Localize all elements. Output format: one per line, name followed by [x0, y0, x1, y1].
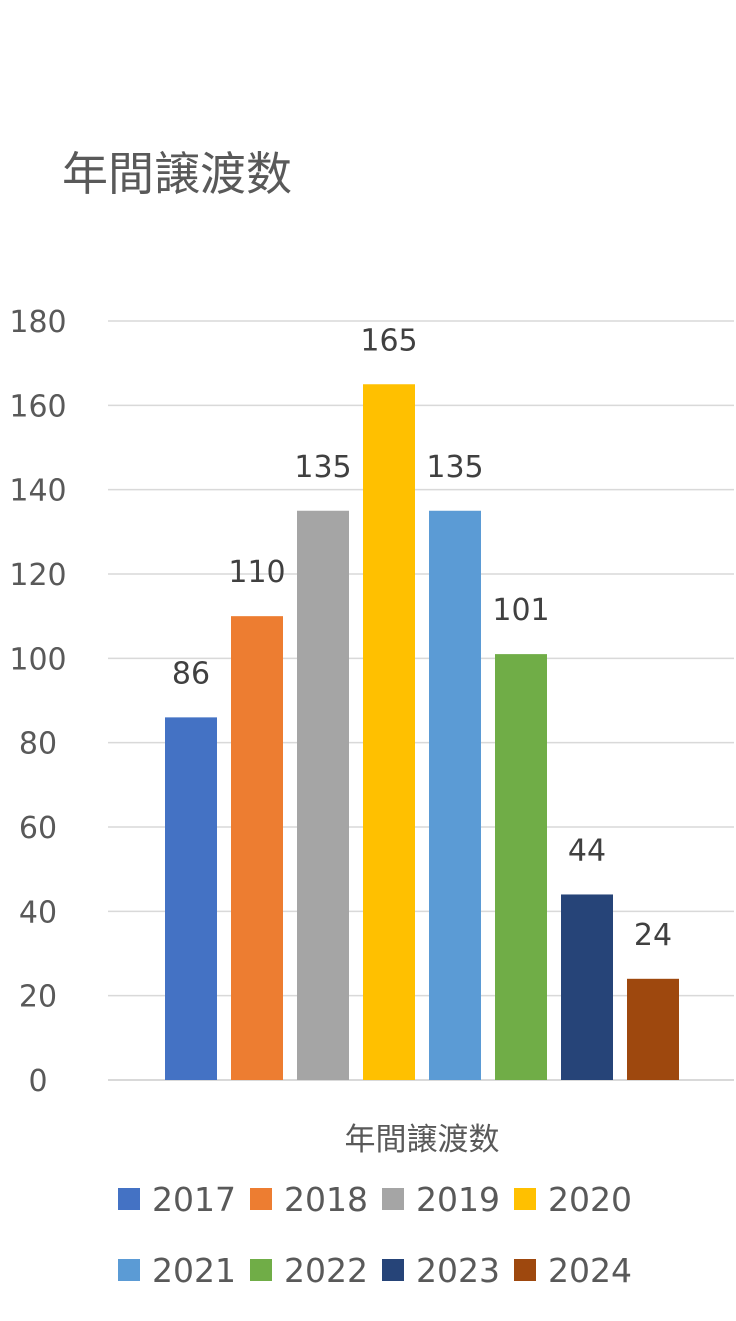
data-label-2020: 165	[360, 323, 417, 358]
y-tick-label: 20	[19, 980, 57, 1015]
data-label-2021: 135	[426, 450, 483, 485]
x-axis-category-label: 年間譲渡数	[345, 1122, 500, 1158]
legend-label-2024: 2024	[548, 1251, 632, 1290]
y-tick-label: 180	[9, 305, 66, 340]
data-label-2023: 44	[568, 833, 606, 868]
legend-swatch-2018	[250, 1188, 272, 1210]
legend-label-2017: 2017	[152, 1180, 236, 1219]
legend-label-2022: 2022	[284, 1251, 368, 1290]
data-label-2022: 101	[492, 593, 549, 628]
data-labels: 86 110 135 165 135 101 44 24	[172, 323, 672, 953]
y-tick-label: 0	[28, 1064, 47, 1099]
legend-swatch-2021	[118, 1259, 140, 1281]
y-tick-label: 80	[19, 727, 57, 762]
legend-label-2019: 2019	[416, 1180, 500, 1219]
y-tick-label: 60	[19, 811, 57, 846]
legend-swatch-2023	[382, 1259, 404, 1281]
legend-label-2018: 2018	[284, 1180, 368, 1219]
y-axis-tick-labels: 0 20 40 60 80 100 120 140 160 180	[9, 305, 66, 1099]
data-label-2019: 135	[294, 450, 351, 485]
data-label-2018: 110	[228, 555, 285, 590]
y-tick-label: 100	[9, 642, 66, 677]
bar-2020	[363, 384, 415, 1080]
bar-2019	[297, 510, 349, 1080]
bar-2022	[495, 654, 547, 1080]
chart-title: 年間譲渡数	[62, 147, 292, 201]
y-tick-label: 140	[9, 474, 66, 509]
data-label-2017: 86	[172, 656, 210, 691]
legend-swatch-2019	[382, 1188, 404, 1210]
bar-2024	[627, 978, 679, 1080]
y-tick-label: 160	[9, 389, 66, 424]
bar-2018	[231, 616, 283, 1080]
bar-2021	[429, 510, 481, 1080]
legend-swatch-2020	[514, 1188, 536, 1210]
legend-swatch-2017	[118, 1188, 140, 1210]
y-tick-label: 40	[19, 895, 57, 930]
legend-label-2021: 2021	[152, 1251, 236, 1290]
data-label-2024: 24	[634, 918, 672, 953]
legend-swatch-2022	[250, 1259, 272, 1281]
bar-2023	[561, 894, 613, 1080]
bars	[165, 384, 679, 1080]
legend: 2017 2018 2019 2020 2021 2022 2023 2024	[118, 1180, 632, 1290]
legend-label-2023: 2023	[416, 1251, 500, 1290]
bar-2017	[165, 717, 217, 1080]
legend-swatch-2024	[514, 1259, 536, 1281]
legend-label-2020: 2020	[548, 1180, 632, 1219]
y-tick-label: 120	[9, 558, 66, 593]
